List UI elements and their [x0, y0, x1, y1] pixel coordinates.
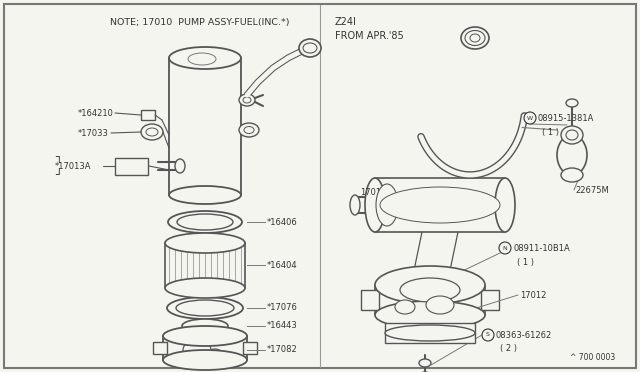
Ellipse shape	[165, 233, 245, 253]
Ellipse shape	[303, 43, 317, 53]
Ellipse shape	[419, 359, 431, 367]
Ellipse shape	[561, 168, 583, 182]
Ellipse shape	[400, 278, 460, 302]
Bar	[385, 323, 475, 343]
Bar	[153, 342, 167, 354]
Ellipse shape	[163, 326, 247, 346]
Ellipse shape	[175, 159, 185, 173]
Ellipse shape	[426, 296, 454, 314]
Text: NOTE; 17010  PUMP ASSY-FUEL(INC.*): NOTE; 17010 PUMP ASSY-FUEL(INC.*)	[110, 17, 290, 26]
Ellipse shape	[365, 178, 385, 232]
Text: *16406: *16406	[267, 218, 298, 227]
Text: ( 1 ): ( 1 )	[542, 128, 559, 137]
Text: S: S	[486, 333, 490, 337]
Ellipse shape	[176, 300, 234, 316]
Text: 08363-61262: 08363-61262	[496, 330, 552, 340]
Text: *16404: *16404	[267, 260, 298, 269]
Circle shape	[482, 329, 494, 341]
Ellipse shape	[207, 349, 223, 361]
Text: ( 2 ): ( 2 )	[500, 344, 517, 353]
Bar	[361, 290, 379, 310]
Ellipse shape	[146, 128, 158, 136]
Text: *17033: *17033	[78, 128, 109, 138]
Text: ┐: ┐	[55, 153, 61, 163]
Text: Z24I: Z24I	[335, 17, 357, 27]
Ellipse shape	[566, 130, 578, 140]
Ellipse shape	[239, 123, 259, 137]
Text: *16443: *16443	[267, 321, 298, 330]
Circle shape	[499, 242, 511, 254]
Bar	[481, 290, 499, 310]
Ellipse shape	[141, 124, 163, 140]
Ellipse shape	[385, 325, 475, 341]
Text: 08915-1381A: 08915-1381A	[538, 113, 595, 122]
Text: 17010: 17010	[360, 187, 387, 196]
Ellipse shape	[350, 195, 360, 215]
Ellipse shape	[169, 47, 241, 69]
Ellipse shape	[183, 340, 211, 360]
Ellipse shape	[168, 211, 242, 233]
Ellipse shape	[465, 31, 485, 45]
Ellipse shape	[375, 301, 485, 329]
Text: ( 1 ): ( 1 )	[517, 257, 534, 266]
Bar	[243, 342, 257, 354]
Text: FROM APR.'85: FROM APR.'85	[335, 31, 404, 41]
Bar	[115, 158, 148, 175]
Ellipse shape	[239, 94, 255, 106]
Text: 22675M: 22675M	[575, 186, 609, 195]
Text: *17082: *17082	[267, 346, 298, 355]
Ellipse shape	[244, 126, 254, 134]
Ellipse shape	[376, 184, 398, 226]
Ellipse shape	[561, 126, 583, 144]
Ellipse shape	[395, 300, 415, 314]
Ellipse shape	[557, 135, 587, 175]
Ellipse shape	[495, 178, 515, 232]
Text: 08911-10B1A: 08911-10B1A	[513, 244, 570, 253]
Ellipse shape	[165, 278, 245, 298]
Circle shape	[524, 112, 536, 124]
Ellipse shape	[375, 266, 485, 304]
Text: 17012: 17012	[520, 291, 547, 299]
Ellipse shape	[380, 187, 500, 223]
Bar	[141, 110, 155, 120]
Ellipse shape	[163, 350, 247, 370]
Ellipse shape	[461, 27, 489, 49]
Ellipse shape	[177, 214, 233, 230]
Ellipse shape	[566, 99, 578, 107]
Text: *17076: *17076	[267, 304, 298, 312]
Ellipse shape	[243, 97, 251, 103]
Text: W: W	[527, 115, 533, 121]
Ellipse shape	[470, 34, 480, 42]
Text: *164210: *164210	[78, 109, 114, 118]
Text: ┘: ┘	[55, 170, 61, 180]
Text: N: N	[502, 246, 508, 250]
Text: *17013A: *17013A	[55, 161, 92, 170]
Ellipse shape	[299, 39, 321, 57]
Ellipse shape	[169, 186, 241, 204]
Ellipse shape	[182, 319, 228, 333]
Text: ^ 700 0003: ^ 700 0003	[570, 353, 615, 362]
Ellipse shape	[188, 53, 216, 65]
Ellipse shape	[167, 297, 243, 319]
